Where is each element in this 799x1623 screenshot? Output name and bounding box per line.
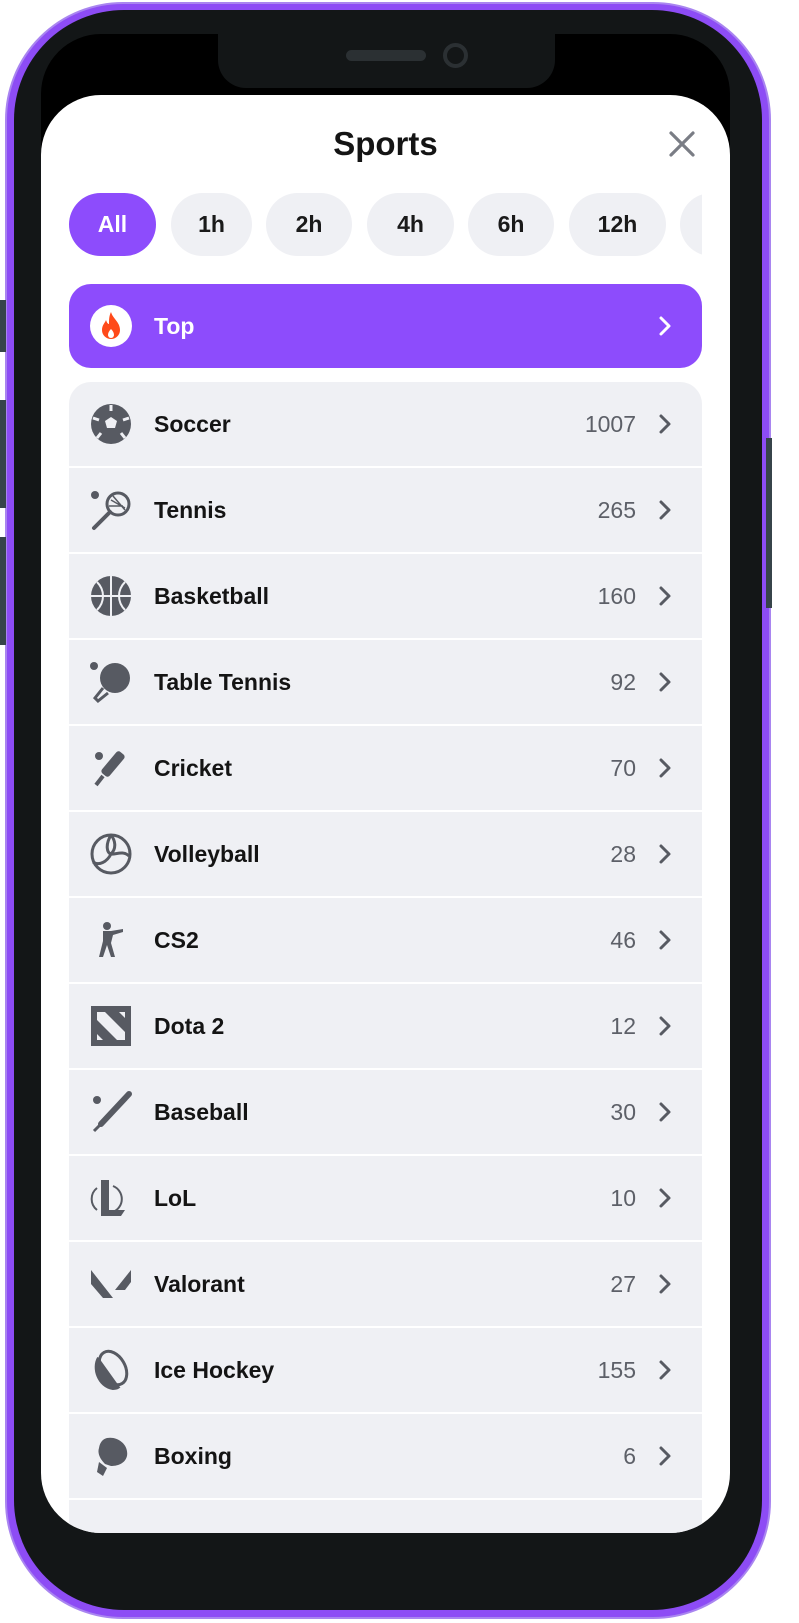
sport-row-lol[interactable]: LoL 10 — [69, 1156, 702, 1240]
sport-row-baseball[interactable]: Baseball 30 — [69, 1070, 702, 1154]
sport-name: LoL — [154, 1184, 197, 1211]
camera — [443, 43, 468, 68]
sport-row-tennis[interactable]: Tennis 265 — [69, 468, 702, 552]
event-count: 28 — [610, 840, 636, 867]
time-filter-bar[interactable]: All 1h 2h 4h 6h 12h — [69, 193, 702, 256]
page-title: Sports — [333, 125, 438, 162]
sport-row-partial[interactable] — [69, 1500, 702, 1533]
event-count: 46 — [610, 926, 636, 953]
valorant-icon — [89, 1262, 133, 1306]
sport-row-valorant[interactable]: Valorant 27 — [69, 1242, 702, 1326]
sport-row-volleyball[interactable]: Volleyball 28 — [69, 812, 702, 896]
chevron-right-icon — [650, 843, 680, 865]
chevron-right-icon — [650, 499, 680, 521]
volleyball-icon — [89, 832, 133, 876]
speaker — [346, 50, 426, 61]
filter-6h[interactable]: 6h — [468, 193, 554, 256]
dota-icon — [89, 1004, 133, 1048]
sport-name: Basketball — [154, 582, 270, 609]
event-count: 155 — [597, 1356, 636, 1383]
chevron-right-icon — [650, 1273, 680, 1295]
sport-name: Valorant — [154, 1270, 245, 1297]
chevron-right-icon — [650, 315, 680, 337]
sport-name: Volleyball — [154, 840, 260, 867]
filter-more[interactable] — [680, 193, 702, 256]
sport-name: Cricket — [154, 754, 232, 781]
hockey-puck-icon — [89, 1348, 133, 1392]
sport-name: CS2 — [154, 926, 199, 953]
sport-name: Baseball — [154, 1098, 249, 1125]
chevron-right-icon — [650, 757, 680, 779]
filter-1h[interactable]: 1h — [171, 193, 252, 256]
notch — [218, 34, 555, 88]
sport-row-soccer[interactable]: Soccer 1007 — [69, 382, 702, 466]
sport-row-ice-hockey[interactable]: Ice Hockey 155 — [69, 1328, 702, 1412]
event-count: 160 — [597, 582, 636, 609]
sport-row-table-tennis[interactable]: Table Tennis 92 — [69, 640, 702, 724]
sport-name: Ice Hockey — [154, 1356, 275, 1383]
baseball-bat-icon — [89, 1090, 133, 1134]
close-icon[interactable] — [667, 129, 697, 159]
chevron-right-icon — [650, 1187, 680, 1209]
sport-row-boxing[interactable]: Boxing 6 — [69, 1414, 702, 1498]
soccer-ball-icon — [89, 402, 133, 446]
volume-down-button — [0, 537, 6, 645]
event-count: 12 — [610, 1012, 636, 1039]
boxing-glove-icon — [89, 1434, 133, 1478]
chevron-right-icon — [650, 1101, 680, 1123]
fire-icon — [90, 305, 132, 347]
chevron-right-icon — [650, 1015, 680, 1037]
sport-name: Tennis — [154, 496, 227, 523]
sport-name: Dota 2 — [154, 1012, 225, 1039]
lol-icon — [89, 1176, 133, 1220]
basketball-icon — [89, 574, 133, 618]
top-sports-button[interactable]: Top — [69, 284, 702, 368]
sport-name: Soccer — [154, 410, 231, 437]
cricket-bat-icon — [89, 746, 133, 790]
filter-12h[interactable]: 12h — [569, 193, 666, 256]
event-count: 92 — [610, 668, 636, 695]
table-tennis-icon — [89, 660, 133, 704]
chevron-right-icon — [650, 585, 680, 607]
sport-row-cricket[interactable]: Cricket 70 — [69, 726, 702, 810]
chevron-right-icon — [650, 1359, 680, 1381]
sports-sheet: Sports All 1h 2h 4h 6h 12h Top Soccer 10… — [41, 95, 730, 1533]
volume-up-button — [0, 400, 6, 508]
tennis-racket-icon — [89, 488, 133, 532]
event-count: 6 — [623, 1442, 636, 1469]
soldier-icon — [89, 918, 133, 962]
sport-row-basketball[interactable]: Basketball 160 — [69, 554, 702, 638]
chevron-right-icon — [650, 671, 680, 693]
sport-row-dota-2[interactable]: Dota 2 12 — [69, 984, 702, 1068]
chevron-right-icon — [650, 929, 680, 951]
filter-2h[interactable]: 2h — [266, 193, 352, 256]
top-label: Top — [154, 312, 195, 339]
event-count: 265 — [597, 496, 636, 523]
chevron-right-icon — [650, 413, 680, 435]
side-button — [0, 300, 6, 352]
sport-name: Table Tennis — [154, 668, 292, 695]
sport-row-cs2[interactable]: CS2 46 — [69, 898, 702, 982]
event-count: 10 — [610, 1184, 636, 1211]
power-button — [766, 438, 772, 608]
chevron-right-icon — [650, 1445, 680, 1467]
sports-list: Soccer 1007 Tennis 265 Basketball 160 Ta… — [69, 382, 702, 1533]
event-count: 70 — [610, 754, 636, 781]
sport-name: Boxing — [154, 1442, 232, 1469]
event-count: 30 — [610, 1098, 636, 1125]
filter-4h[interactable]: 4h — [367, 193, 454, 256]
event-count: 27 — [610, 1270, 636, 1297]
filter-all[interactable]: All — [69, 193, 156, 256]
event-count: 1007 — [584, 410, 636, 437]
